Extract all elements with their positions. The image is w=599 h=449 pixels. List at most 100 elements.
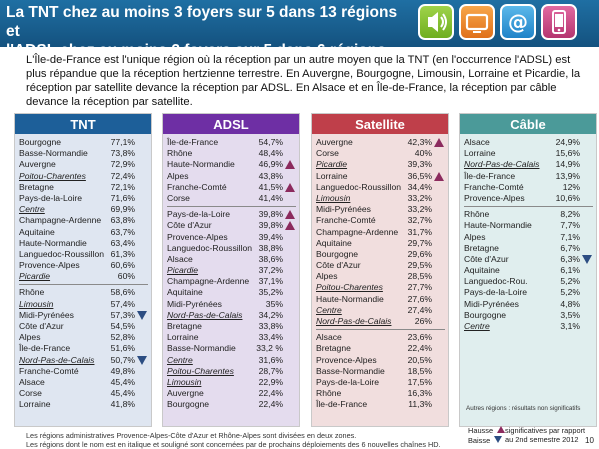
- region-name: Alpes: [316, 271, 338, 282]
- cable-note: Autres régions : résultats non significa…: [466, 405, 581, 412]
- region-name: Provence-Alpes: [167, 231, 228, 242]
- region-value: 16,3%: [407, 388, 432, 399]
- region-value: 31,7%: [407, 226, 432, 237]
- region-name: Rhône: [19, 287, 45, 298]
- table-row: Languedoc-Rou. 5,2%: [464, 276, 593, 287]
- region-name: Aquitaine: [464, 265, 500, 276]
- region-value: 41,4%: [258, 192, 283, 203]
- region-name: Côte d'Azur: [167, 220, 212, 231]
- region-value: 3,5%: [560, 309, 580, 320]
- column-header-adsl: ADSL: [163, 114, 299, 134]
- region-value: 35,2%: [258, 287, 283, 298]
- region-name: Rhône: [167, 148, 193, 159]
- region-name: Midi-Pyrénées: [316, 204, 371, 215]
- region-value: 63,8%: [110, 215, 135, 226]
- legend-text: significatives par rapport au 2nd semest…: [505, 426, 599, 444]
- footnote-line-1: Les régions administratives Provence-Alp…: [26, 431, 357, 440]
- table-row: Rhône 48,4%: [167, 148, 296, 159]
- region-value: 34,4%: [407, 181, 432, 192]
- table-row: Aquitaine 35,2%: [167, 287, 296, 298]
- triangle-up-icon: [497, 426, 506, 433]
- region-name: Limousin: [167, 376, 202, 387]
- column-adsl: ADSL Île-de-France 54,7% Rhône 48,4% Haute-N…: [162, 113, 300, 427]
- region-value: 4,8%: [560, 298, 580, 309]
- region-value: 35%: [265, 298, 283, 309]
- region-name: Champagne-Ardenne: [316, 226, 399, 237]
- region-name: Centre: [316, 304, 342, 315]
- table-row: Franche-Comté 32,7%: [316, 215, 445, 226]
- region-name: Lorraine: [464, 148, 496, 159]
- triangle-up-icon: [285, 221, 295, 231]
- region-value: 7,1%: [560, 231, 580, 242]
- region-value: 22,4%: [407, 343, 432, 354]
- region-name: Nord-Pas-de-Calais: [167, 309, 243, 320]
- title-line-1: La TNT chez au moins 3 foyers sur 5 dans…: [6, 4, 398, 40]
- region-value: 22,4%: [258, 399, 283, 410]
- region-value: 39,8%: [258, 209, 283, 220]
- table-row: Corse 40%: [316, 148, 445, 159]
- region-name: Picardie: [316, 159, 348, 170]
- table-row: Nord-Pas-de-Calais 50,7%: [19, 355, 148, 366]
- region-name: Aquitaine: [19, 226, 55, 237]
- table-row: Haute-Normandie 63,4%: [19, 238, 148, 249]
- region-value: 77,1%: [110, 137, 135, 147]
- region-value: 3,1%: [560, 321, 580, 331]
- region-value: 17,5%: [407, 376, 432, 387]
- threshold-separator: [19, 284, 148, 286]
- table-row: Basse-Normandie 18,5%: [316, 366, 445, 377]
- legend-text-line-2: au 2nd semestre 2012: [505, 435, 579, 444]
- region-value: 63,7%: [110, 226, 135, 237]
- region-name: Pays-de-la-Loire: [167, 209, 231, 220]
- table-row: Lorraine 33,4%: [167, 332, 296, 343]
- table-row: Bourgogne 29,6%: [316, 249, 445, 260]
- table-row: Haute-Normandie 27,6%: [316, 294, 445, 305]
- table-row: Picardie 39,3%: [316, 159, 445, 170]
- region-value: 63,4%: [110, 237, 135, 248]
- region-value: 5,2%: [560, 276, 580, 287]
- legend-down-label: Baisse: [468, 436, 491, 445]
- region-value: 23,6%: [407, 332, 432, 343]
- region-value: 27,7%: [407, 282, 432, 293]
- region-value: 41,8%: [110, 399, 135, 410]
- region-name: Rhône: [316, 388, 342, 399]
- column-header-tnt: TNT: [15, 114, 151, 134]
- region-value: 10,6%: [555, 192, 580, 203]
- region-name: Lorraine: [167, 332, 199, 343]
- table-row: Île-de-France 13,9%: [464, 171, 593, 182]
- region-name: Franche-Comté: [316, 215, 376, 226]
- table-row: Nord-Pas-de-Calais 14,9%: [464, 159, 593, 170]
- header-banner: La TNT chez au moins 3 foyers sur 5 dans…: [0, 0, 599, 59]
- phone-icon: [541, 4, 577, 40]
- threshold-separator: [167, 206, 296, 208]
- region-value: 6,1%: [560, 265, 580, 276]
- region-value: 7,7%: [560, 220, 580, 231]
- table-row: Languedoc-Roussillon 61,3%: [19, 249, 148, 260]
- region-value: 34,2%: [258, 309, 283, 320]
- table-row: Centre 31,6%: [167, 355, 296, 366]
- at-sign-icon: @: [500, 4, 536, 40]
- table-row: Bretagne 22,4%: [316, 343, 445, 354]
- region-value: 36,5%: [407, 170, 432, 181]
- region-name: Bretagne: [464, 242, 499, 253]
- region-name: Corse: [316, 148, 339, 159]
- region-value: 52,8%: [110, 332, 135, 343]
- region-value: 27,6%: [407, 293, 432, 304]
- region-value: 38,8%: [258, 242, 283, 253]
- table-row: Rhône 58,6%: [19, 287, 148, 298]
- region-value: 33,8%: [258, 321, 283, 331]
- table-row: Alsace 45,4%: [19, 377, 148, 388]
- region-name: Alsace: [316, 332, 342, 343]
- threshold-separator: [464, 206, 593, 208]
- region-name: Corse: [19, 388, 42, 399]
- region-value: 51,6%: [110, 343, 135, 354]
- region-value: 8,2%: [560, 209, 580, 220]
- region-value: 22,4%: [258, 388, 283, 399]
- table-row: Pays-de-la-Loire 71,6%: [19, 193, 148, 204]
- region-value: 18,5%: [407, 365, 432, 376]
- region-name: Corse: [167, 192, 190, 203]
- region-name: Basse-Normandie: [19, 148, 88, 159]
- region-name: Auvergne: [19, 159, 56, 170]
- table-row: Haute-Normandie 46,9%: [167, 159, 296, 170]
- table-row: Nord-Pas-de-Calais 26%: [316, 316, 445, 327]
- region-name: Languedoc-Rou.: [464, 276, 528, 287]
